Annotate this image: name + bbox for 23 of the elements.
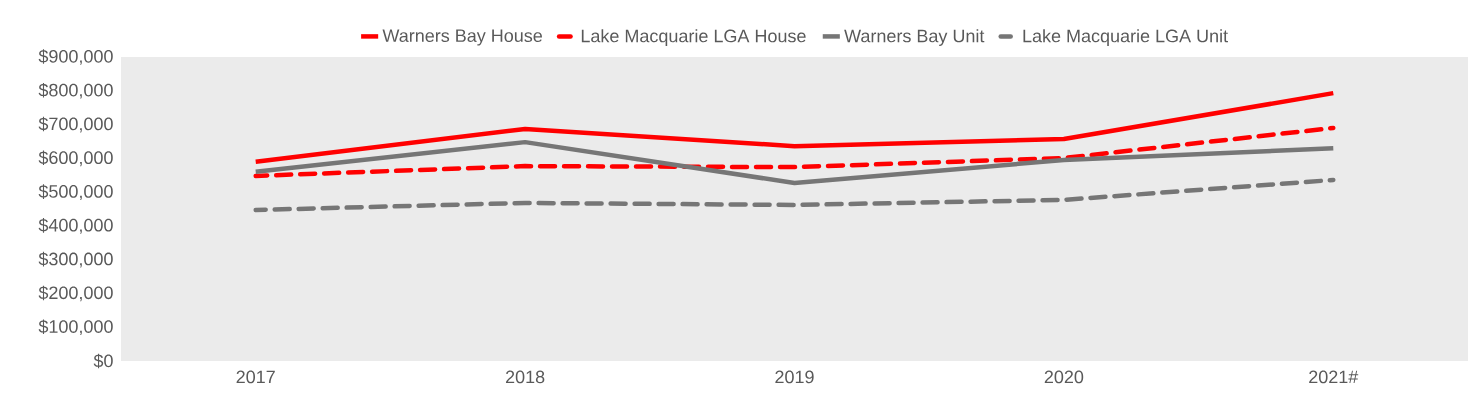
line-series (253, 177, 1336, 213)
y-tick-label: $800,000 (38, 82, 113, 99)
x-tick-label: 2020 (1044, 370, 1084, 384)
y-tick-label: $700,000 (38, 116, 113, 133)
legend-label: Warners Bay House (382, 29, 542, 46)
legend-label: Lake Macquarie LGA Unit (1023, 29, 1228, 46)
x-tick-label: 2017 (236, 370, 275, 384)
y-tick-label: $300,000 (38, 251, 113, 268)
legend-label: Warners Bay Unit (844, 29, 985, 46)
y-tick-label: $500,000 (38, 184, 113, 200)
x-tick-label: 2021# (1309, 370, 1359, 384)
y-tick-label: $0 (93, 353, 113, 369)
y-tick-label: $200,000 (38, 285, 113, 302)
x-tick-label: 2019 (775, 370, 814, 384)
y-tick-label: $400,000 (38, 218, 113, 234)
line-series (253, 139, 1336, 186)
x-tick-label: 2018 (505, 370, 545, 384)
legend-label: Lake Macquarie LGA House (581, 29, 806, 46)
line-series (253, 125, 1336, 179)
line-series (253, 90, 1336, 164)
y-tick-label: $600,000 (38, 150, 113, 167)
y-tick-label: $900,000 (38, 49, 113, 65)
y-tick-label: $100,000 (38, 319, 113, 336)
